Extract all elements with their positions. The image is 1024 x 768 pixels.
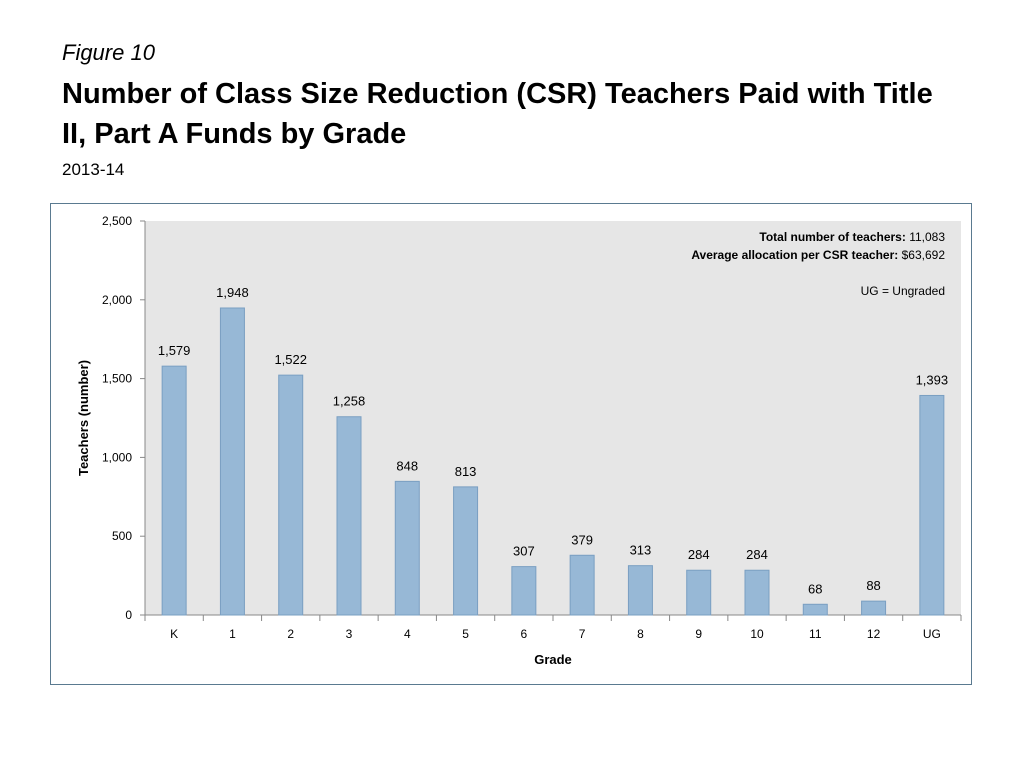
y-tick-label: 2,000 [102, 293, 132, 307]
data-label: 307 [513, 544, 535, 559]
x-tick-label: 8 [637, 627, 644, 641]
annotation-average: Average allocation per CSR teacher: $63,… [691, 248, 945, 262]
data-label: 68 [808, 581, 822, 596]
x-tick-label: K [170, 627, 178, 641]
bar [744, 569, 770, 616]
y-tick-label: 2,500 [102, 214, 132, 228]
x-tick-label: 3 [346, 627, 353, 641]
bar [686, 569, 712, 616]
y-axis-title: Teachers (number) [76, 360, 91, 476]
data-label: 1,258 [333, 394, 366, 409]
y-tick-label: 500 [112, 529, 132, 543]
x-tick-label: 4 [404, 627, 411, 641]
data-label: 1,579 [158, 343, 191, 358]
data-label: 284 [688, 547, 710, 562]
data-label: 1,948 [216, 285, 249, 300]
annotation-total: Total number of teachers: 11,083 [759, 230, 945, 244]
bar [453, 486, 479, 616]
x-tick-label: 12 [867, 627, 881, 641]
bar [861, 600, 887, 616]
x-tick-label: UG [923, 627, 941, 641]
bar [278, 374, 304, 616]
data-label: 284 [746, 547, 768, 562]
figure-label: Figure 10 [62, 40, 155, 65]
data-label: 1,393 [916, 372, 949, 387]
data-label: 848 [396, 458, 418, 473]
bar [919, 394, 945, 616]
bar [511, 566, 537, 616]
data-label: 313 [630, 543, 652, 558]
bar [161, 365, 187, 616]
x-tick-label: 11 [809, 627, 822, 641]
data-label: 379 [571, 532, 593, 547]
chart-subtitle: 2013-14 [62, 160, 125, 179]
x-tick-label: 5 [462, 627, 469, 641]
bar [802, 603, 828, 616]
x-axis-title: Grade [534, 652, 572, 667]
chart-title: Number of Class Size Reduction (CSR) Tea… [62, 78, 933, 150]
y-tick-label: 1,000 [102, 450, 132, 464]
y-tick-label: 0 [125, 608, 132, 622]
bar [569, 554, 595, 616]
bar [627, 565, 653, 616]
plot-area [145, 221, 961, 615]
x-tick-label: 6 [521, 627, 528, 641]
data-label: 88 [866, 578, 880, 593]
data-label: 1,522 [274, 352, 307, 367]
bar [219, 307, 245, 616]
x-tick-label: 9 [695, 627, 702, 641]
bar [336, 416, 362, 616]
y-tick-label: 1,500 [102, 372, 132, 386]
x-tick-label: 7 [579, 627, 586, 641]
bar [394, 480, 420, 616]
x-tick-label: 10 [750, 627, 764, 641]
annotation-ug-note: UG = Ungraded [861, 284, 945, 298]
x-tick-label: 2 [287, 627, 294, 641]
x-tick-label: 1 [229, 627, 236, 641]
data-label: 813 [455, 464, 477, 479]
